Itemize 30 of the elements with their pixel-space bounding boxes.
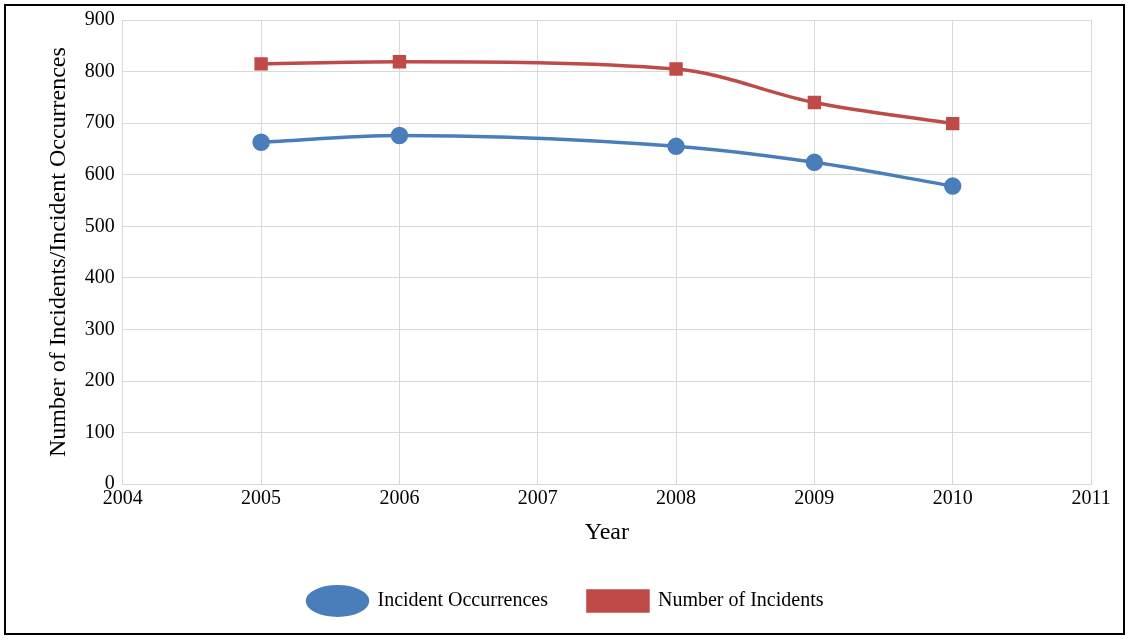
x-tick-label: 2009	[794, 486, 835, 509]
y-tick-label: 300	[84, 316, 115, 339]
y-tick-label: 400	[84, 265, 115, 288]
y-tick-label: 600	[84, 161, 115, 184]
legend-label: Number of Incidents	[657, 588, 824, 611]
x-tick-label: 2011	[1071, 486, 1111, 509]
y-tick-label: 800	[84, 58, 115, 81]
y-tick-label: 100	[84, 419, 115, 442]
x-tick-label: 2007	[517, 486, 558, 509]
y-axis-title: Number of Incidents/Incident Occurrences	[43, 47, 70, 458]
point	[943, 177, 962, 195]
y-tick-label: 500	[84, 213, 115, 236]
y-tick-label: 900	[84, 7, 115, 30]
y-tick-label: 700	[84, 110, 115, 133]
point	[252, 133, 270, 151]
x-tick-label: 2010	[932, 486, 973, 509]
x-tick-label: 2006	[379, 486, 420, 509]
x-tick-label: 2008	[656, 486, 697, 509]
y-tick-label: 200	[84, 368, 115, 391]
x-axis-title: Year	[584, 517, 630, 544]
point	[669, 62, 683, 76]
point	[805, 153, 824, 172]
legend-label: Incident Occurrences	[377, 588, 549, 611]
point	[254, 57, 268, 71]
point	[390, 126, 409, 145]
point	[667, 137, 685, 156]
point	[392, 55, 407, 69]
point	[807, 95, 822, 110]
point	[945, 116, 960, 131]
x-tick-label: 2005	[241, 486, 282, 509]
